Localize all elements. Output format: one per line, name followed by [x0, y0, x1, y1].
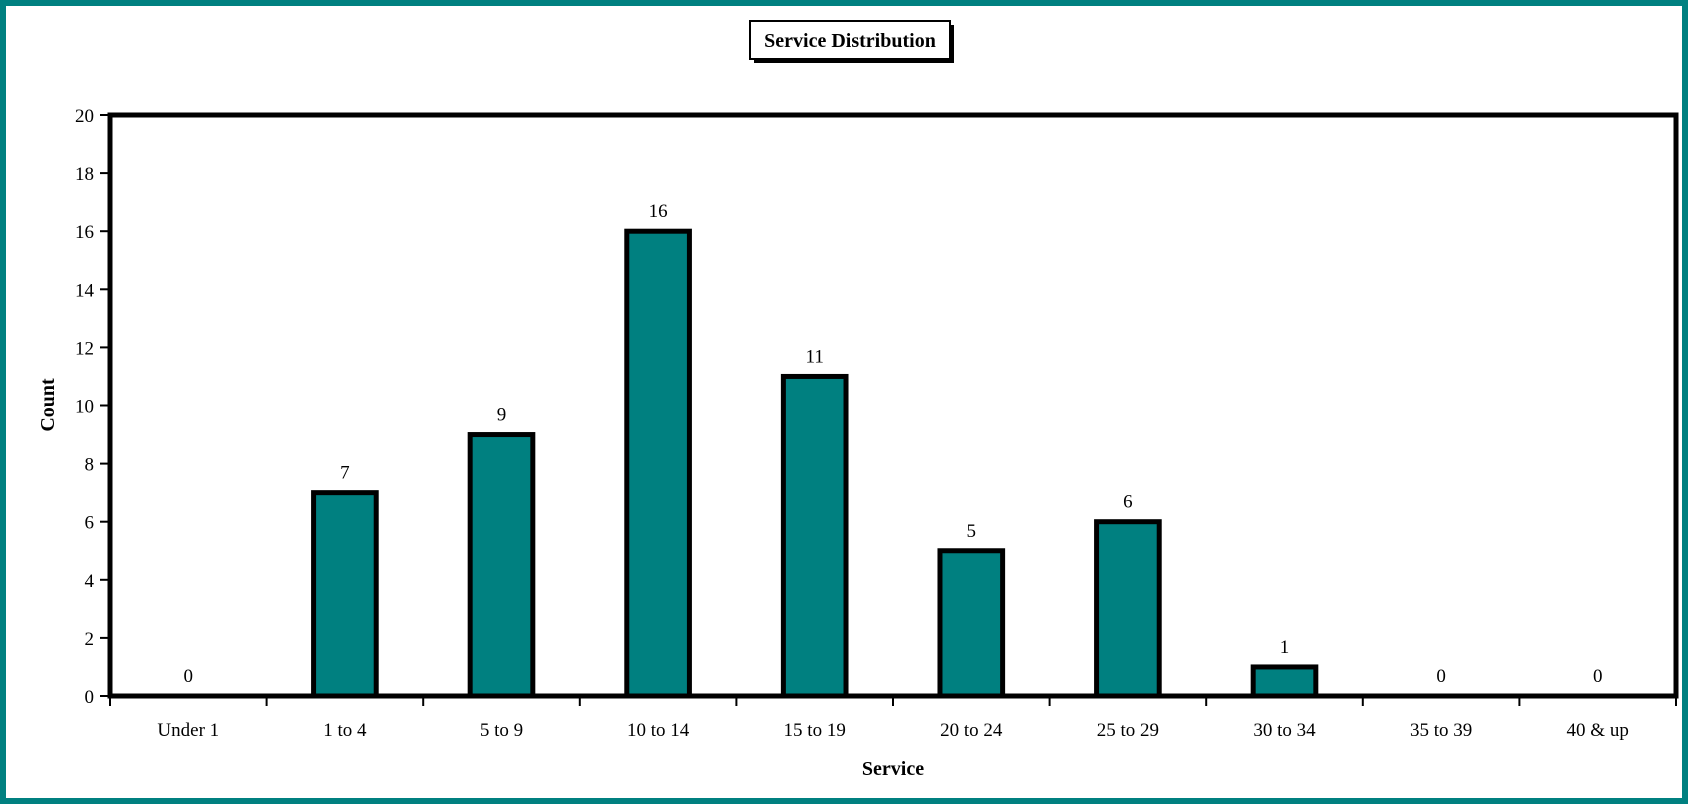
data-labels: 0 7 9 16 11 5 6 1 0 0: [184, 201, 1603, 687]
bar: [467, 432, 536, 699]
x-tick-label: 5 to 9: [480, 720, 523, 741]
x-tick-label: 20 to 24: [940, 720, 1003, 741]
data-label: 0: [184, 666, 194, 687]
y-tick-label: 16: [75, 222, 94, 243]
y-axis-title: Count: [37, 378, 59, 432]
chart-title-group: Service Distribution: [749, 20, 954, 63]
y-tick-label: 12: [75, 338, 94, 359]
data-label: 1: [1280, 637, 1290, 658]
y-tick-label: 4: [85, 571, 95, 592]
x-tick-label: 15 to 19: [784, 720, 846, 741]
x-axis-ticks: Under 1 1 to 4 5 to 9 10 to 14 15 to 19 20 to…: [109, 696, 1677, 741]
x-tick-label: 30 to 34: [1253, 720, 1316, 741]
bars: [311, 228, 1319, 699]
data-label: 7: [340, 463, 350, 484]
chart-title-box: [749, 20, 951, 60]
y-tick-label: 2: [85, 629, 95, 650]
bar: [1094, 519, 1162, 699]
bar: [311, 490, 379, 699]
y-tick-label: 0: [85, 687, 95, 708]
x-tick-label: 40 & up: [1567, 720, 1629, 741]
x-tick-label: 35 to 39: [1410, 720, 1472, 741]
y-tick-label: 6: [85, 513, 95, 534]
data-label: 0: [1593, 666, 1603, 687]
y-tick-label: 20: [75, 106, 94, 127]
data-label: 6: [1123, 492, 1133, 513]
bar: [1250, 664, 1319, 699]
data-label: 9: [497, 405, 507, 426]
x-tick-label: 1 to 4: [323, 720, 367, 741]
data-label: 11: [806, 346, 824, 367]
bar: [937, 548, 1006, 699]
y-tick-label: 10: [75, 397, 94, 418]
x-tick-label: Under 1: [157, 720, 219, 741]
data-label: 0: [1436, 666, 1446, 687]
y-tick-label: 14: [75, 280, 95, 301]
chart-title: Service Distribution: [764, 30, 936, 52]
x-tick-label: 25 to 29: [1097, 720, 1159, 741]
y-tick-label: 18: [75, 164, 94, 185]
y-tick-label: 8: [85, 455, 95, 476]
data-label: 5: [967, 521, 977, 542]
bar: [624, 228, 692, 699]
bar: [780, 373, 849, 699]
x-tick-label: 10 to 14: [627, 720, 690, 741]
y-axis-ticks: 0 2 4 6 8 10 12 14 16 18 20: [75, 106, 110, 708]
x-axis-title: Service: [862, 758, 924, 780]
data-label: 16: [649, 201, 668, 222]
